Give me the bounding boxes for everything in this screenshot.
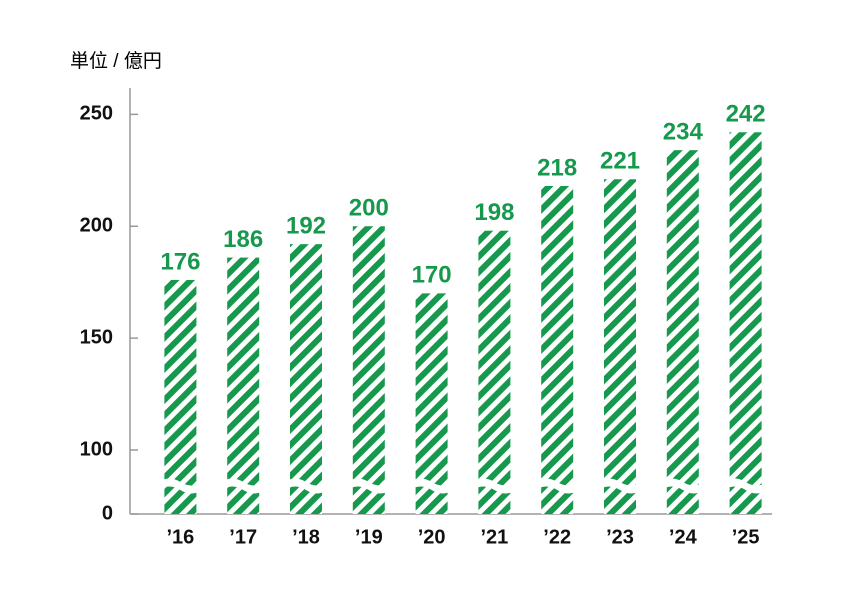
value-label: 218 — [537, 154, 577, 181]
axis-break — [723, 478, 768, 494]
value-label: 186 — [223, 226, 263, 253]
x-tick-label: ’19 — [355, 526, 383, 548]
value-label: 221 — [600, 148, 640, 175]
bar — [227, 257, 260, 514]
bar — [729, 132, 762, 514]
value-label: 192 — [286, 212, 326, 239]
bar — [352, 226, 385, 514]
bar — [164, 279, 197, 514]
bar — [478, 230, 511, 514]
x-tick-label: ’20 — [418, 526, 446, 548]
unit-label: 単位 / 億円 — [70, 50, 162, 72]
axis-break — [598, 478, 642, 494]
value-label: 242 — [726, 101, 766, 128]
axis-break — [409, 478, 454, 494]
bar — [415, 293, 448, 514]
value-label: 200 — [349, 195, 389, 222]
axis-break — [284, 478, 328, 494]
x-tick-label: ’22 — [543, 526, 571, 548]
y-tick-label: 0 — [102, 502, 113, 524]
x-tick-label: ’17 — [229, 526, 257, 548]
x-tick-label: ’21 — [480, 526, 508, 548]
x-tick-label: ’24 — [669, 526, 698, 548]
axis-break — [221, 478, 266, 494]
y-tick-label: 250 — [80, 103, 113, 125]
x-tick-label: ’25 — [732, 526, 760, 548]
axis-break — [346, 478, 391, 494]
bar — [290, 244, 322, 514]
bar — [604, 179, 636, 514]
y-tick-label: 100 — [80, 438, 113, 460]
bar — [541, 185, 574, 514]
bar — [666, 150, 699, 515]
axis-break — [535, 478, 580, 494]
value-label: 234 — [663, 119, 704, 146]
axis-break — [472, 478, 517, 494]
value-label: 170 — [412, 262, 452, 289]
x-tick-label: ’23 — [606, 526, 634, 548]
y-tick-label: 200 — [80, 215, 113, 237]
value-label: 176 — [160, 248, 200, 275]
value-label: 198 — [474, 199, 514, 226]
axis-break — [660, 478, 705, 494]
x-tick-label: ’16 — [166, 526, 194, 548]
x-tick-label: ’18 — [292, 526, 320, 548]
axis-break — [158, 478, 203, 494]
y-tick-label: 150 — [80, 326, 113, 348]
